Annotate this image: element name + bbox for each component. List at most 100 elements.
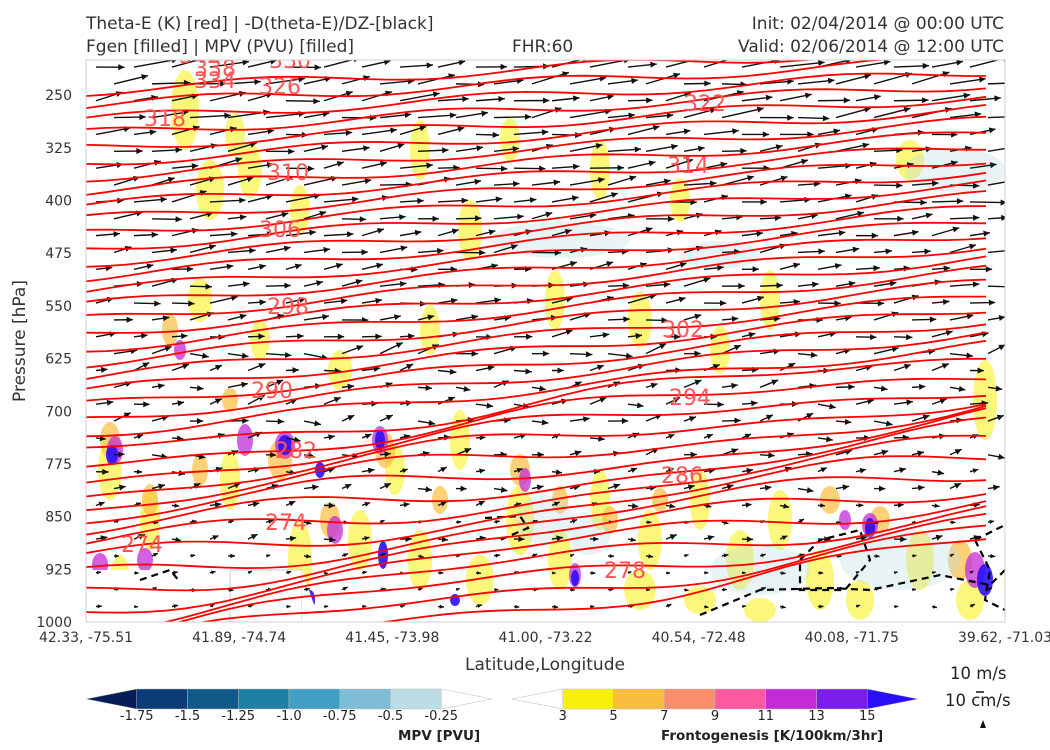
wind-arrow — [417, 384, 432, 391]
wind-arrow — [893, 62, 930, 69]
wind-arrow — [817, 503, 826, 508]
wind-arrow — [493, 587, 499, 592]
wind-arrow — [437, 96, 469, 103]
wind-arrow — [741, 604, 747, 609]
wind-arrow — [113, 484, 126, 491]
wind-arrow — [589, 604, 595, 609]
theta-e-label: 282 — [275, 439, 317, 464]
wind-arrow — [703, 264, 724, 271]
wind-arrow — [171, 266, 194, 273]
wind-arrow — [265, 245, 291, 254]
title-line-1: Theta-E (K) [red] | -D(theta-E)/DZ-[blac… — [86, 14, 434, 34]
wind-arrow — [855, 334, 877, 341]
wind-arrow — [513, 97, 550, 104]
wind-arrow — [987, 285, 1005, 288]
wind-arrow — [551, 163, 580, 170]
wind-arrow — [987, 314, 1005, 321]
wind-arrow — [399, 229, 422, 237]
theta-e-line — [86, 179, 987, 250]
y-tick-label: 550 — [45, 299, 72, 315]
wind-arrow — [911, 212, 933, 220]
wind-arrow — [171, 333, 188, 340]
wind-arrow — [455, 178, 482, 186]
wind-arrow — [399, 363, 414, 372]
colorbar-tick-label: 15 — [858, 709, 876, 724]
wind-arrow — [797, 351, 818, 358]
wind-arrow — [399, 604, 406, 609]
wind-arrow — [399, 125, 427, 136]
wind-arrow — [455, 520, 462, 525]
wind-arrow — [475, 229, 496, 237]
wind-arrow — [969, 266, 993, 273]
fgen-purple-blob — [174, 340, 186, 360]
mpv-colorbar — [85, 688, 493, 710]
wind-arrow — [227, 313, 247, 321]
wind-arrow — [855, 60, 891, 68]
wind-arrow — [779, 131, 814, 138]
wind-arrow — [265, 379, 284, 389]
wind-arrow — [607, 146, 642, 153]
wind-arrow — [607, 112, 636, 119]
fgen-orange-blob — [652, 488, 668, 512]
theta-e-label: 302 — [662, 318, 704, 343]
fgen-yellow-blob — [548, 530, 572, 590]
wind-arrow — [949, 448, 962, 456]
fgen-yellow-blob — [238, 142, 262, 198]
wind-arrow — [171, 537, 182, 543]
wind-arrow — [551, 604, 559, 609]
wind-arrow — [987, 147, 1005, 153]
wind-arrow — [455, 587, 460, 592]
wind-arrow — [969, 162, 997, 169]
wind-arrow — [341, 216, 367, 223]
wind-arrow — [361, 467, 375, 474]
wind-arrow — [911, 316, 937, 323]
wind-arrow — [741, 502, 752, 508]
colorbar-tick-label: 7 — [660, 709, 669, 724]
theta-e-label: 334 — [194, 69, 236, 94]
wind-arrow — [703, 571, 709, 575]
wind-arrow — [171, 604, 179, 609]
wind-arrow — [133, 604, 139, 609]
wind-arrow — [285, 535, 297, 542]
wind-arrow — [323, 231, 354, 238]
wind-arrow — [665, 603, 672, 608]
y-tick-label: 850 — [45, 510, 72, 526]
wind-arrow — [475, 196, 503, 203]
wind-arrow — [133, 469, 143, 475]
wind-arrow — [493, 519, 500, 524]
wind-arrow — [417, 112, 457, 119]
wind-arrow — [665, 158, 694, 169]
wind-arrow — [341, 383, 355, 390]
wind-arrow — [475, 365, 495, 372]
wind-arrow — [265, 554, 271, 558]
wind-arrow — [759, 414, 774, 422]
wind-arrow — [987, 385, 1003, 392]
wind-arrow — [379, 414, 394, 422]
wind-arrow — [797, 115, 830, 122]
wind-arrow — [665, 296, 686, 304]
wind-arrow — [817, 466, 828, 473]
wind-arrow — [189, 244, 216, 254]
fgen-blue-blob — [106, 445, 118, 465]
theta-e-line — [86, 87, 987, 131]
theta-e-line — [86, 407, 987, 525]
colorbar-tick-label: 13 — [808, 709, 825, 724]
wind-arrow — [95, 366, 108, 373]
wind-arrow — [607, 316, 630, 323]
wind-arrow — [645, 112, 674, 119]
wind-arrow — [285, 98, 320, 105]
wind-arrow — [607, 417, 629, 424]
wind-arrow — [759, 452, 775, 459]
wind-arrow — [341, 345, 364, 355]
wind-arrow — [589, 164, 624, 171]
wind-arrow — [949, 553, 955, 558]
wind-arrow — [911, 248, 931, 255]
wind-arrow — [399, 91, 440, 102]
wind-arrow — [665, 333, 681, 340]
wind-arrow — [209, 501, 222, 508]
theta-e-line — [86, 255, 987, 334]
wind-arrow — [741, 400, 758, 407]
theta-e-line — [86, 493, 987, 592]
fgen-yellow-blob — [744, 598, 776, 622]
